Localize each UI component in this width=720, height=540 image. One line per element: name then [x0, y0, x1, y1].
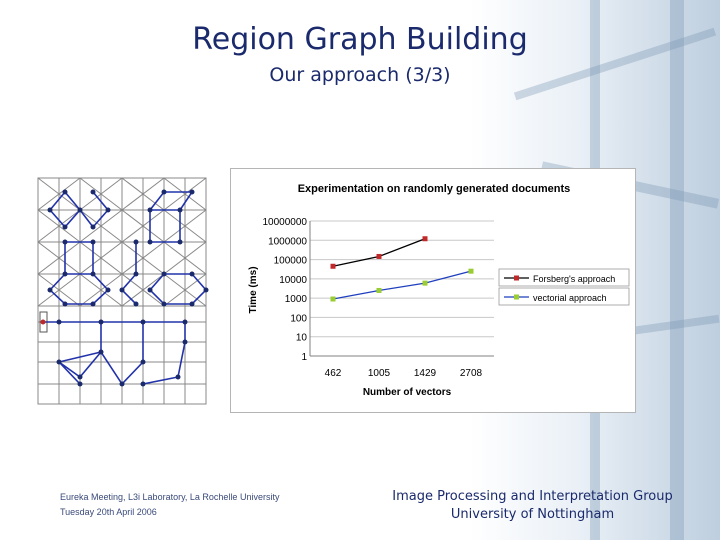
- legend-marker: [514, 275, 519, 281]
- y-tick-label: 10: [296, 333, 308, 344]
- data-point: [422, 236, 428, 242]
- graph-nodes: [40, 189, 209, 387]
- footer-right-line1: Image Processing and Interpretation Grou…: [392, 489, 673, 504]
- footer-group-info: Image Processing and Interpretation Grou…: [340, 488, 720, 524]
- y-tick-label: 1000: [285, 294, 308, 305]
- x-tick-label: 1429: [414, 368, 437, 379]
- x-tick-label: 462: [325, 368, 342, 379]
- legend-label: Forsberg's approach: [533, 274, 615, 284]
- chart-title: Experimentation on randomly generated do…: [298, 183, 571, 195]
- y-tick-label: 1000000: [268, 236, 307, 247]
- legend-entry: Forsberg's approach: [498, 268, 630, 287]
- y-tick-label: 100: [290, 313, 307, 324]
- y-tick-label: 10000: [279, 275, 307, 286]
- y-tick-label: 10000000: [263, 217, 308, 228]
- legend-box: [498, 287, 630, 306]
- y-tick-label: 1: [301, 352, 307, 363]
- legend-marker: [514, 294, 519, 300]
- footer-left-line1: Eureka Meeting, L3i Laboratory, La Roche…: [60, 492, 280, 502]
- footer-right-line2: University of Nottingham: [450, 507, 615, 522]
- data-point: [468, 268, 474, 274]
- x-tick-label: 1005: [368, 368, 391, 379]
- footer-left-line2: Tuesday 20th April 2006: [60, 507, 157, 517]
- series-line: [332, 270, 472, 300]
- series-line: [332, 238, 426, 267]
- footer-meeting-info: Eureka Meeting, L3i Laboratory, La Roche…: [60, 490, 279, 520]
- data-point: [330, 296, 336, 302]
- region-graph-svg: [37, 177, 209, 405]
- chart-panel: Experimentation on randomly generated do…: [230, 168, 636, 413]
- y-axis-label: Time (ms): [248, 266, 259, 313]
- legend-entry: vectorial approach: [498, 287, 630, 306]
- x-axis-label: Number of vectors: [363, 387, 452, 398]
- x-tick-label: 2708: [460, 368, 483, 379]
- chart-svg: Experimentation on randomly generated do…: [248, 183, 630, 398]
- region-graph-figure: [30, 172, 220, 408]
- y-tick-label: 100000: [274, 256, 308, 267]
- slide-title: Region Graph Building: [192, 22, 528, 57]
- data-point: [330, 263, 336, 269]
- legend-label: vectorial approach: [533, 293, 607, 303]
- legend-box: [498, 268, 630, 287]
- data-point: [376, 253, 382, 259]
- data-point: [376, 287, 382, 293]
- data-point: [422, 280, 428, 286]
- slide-subtitle: Our approach (3/3): [269, 64, 451, 86]
